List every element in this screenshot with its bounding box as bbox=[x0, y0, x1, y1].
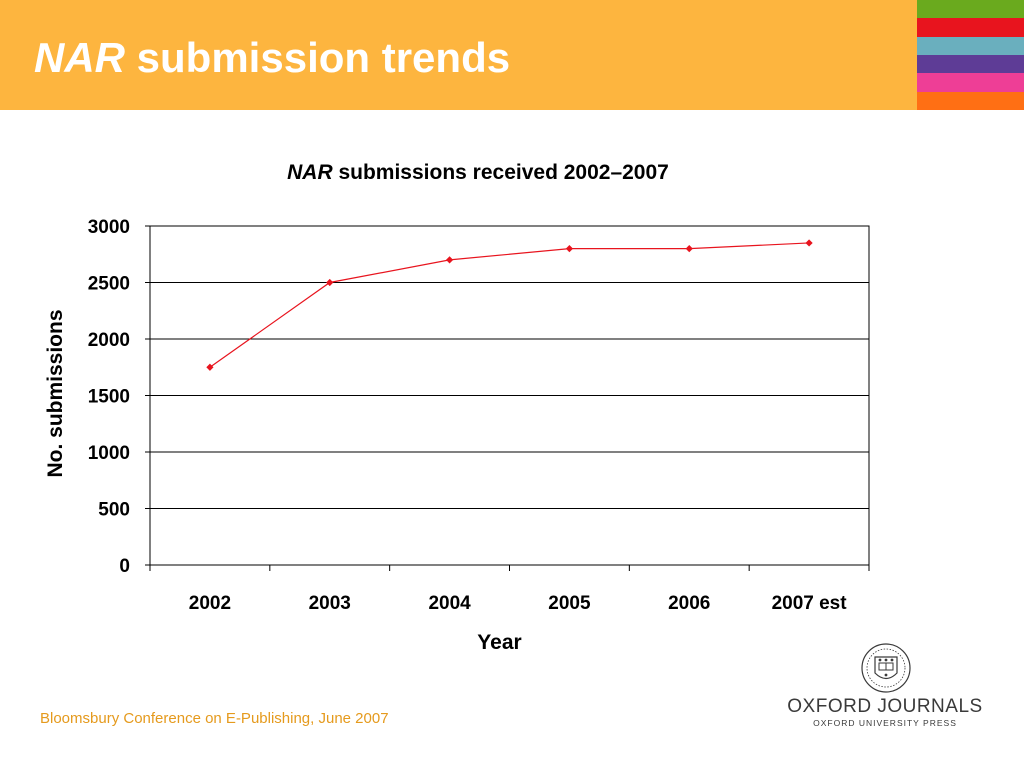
y-tick-label: 1000 bbox=[88, 443, 130, 464]
series-line bbox=[209, 242, 810, 368]
slide-title-rest: submission trends bbox=[136, 34, 511, 81]
logo-subtitle: OXFORD UNIVERSITY PRESS bbox=[813, 718, 957, 728]
footer-text: Bloomsbury Conference on E-Publishing, J… bbox=[40, 710, 389, 727]
color-stripe-2 bbox=[917, 18, 1024, 37]
data-point bbox=[565, 245, 574, 253]
oxford-seal-icon bbox=[861, 643, 911, 693]
y-tick-label: 3000 bbox=[88, 217, 130, 238]
x-tick-label: 2005 bbox=[548, 593, 591, 614]
color-stripe-1 bbox=[917, 0, 1024, 19]
slide-title-emphasis: NAR bbox=[34, 34, 125, 81]
color-stripe-3 bbox=[917, 36, 1024, 55]
y-tick-label: 1500 bbox=[88, 387, 130, 408]
y-tick-label: 2000 bbox=[88, 330, 130, 351]
x-tick-label: 2002 bbox=[189, 593, 231, 614]
data-point bbox=[805, 239, 813, 247]
oxford-journals-logo: OXFORD JOURNALS OXFORD UNIVERSITY PRESS bbox=[780, 640, 990, 735]
y-tick-label: 0 bbox=[119, 556, 130, 577]
color-stripes bbox=[917, 0, 1024, 110]
y-tick-label: 500 bbox=[98, 500, 130, 521]
x-tick-label: 2007 est bbox=[772, 593, 848, 614]
data-point bbox=[326, 278, 334, 287]
y-tick-label: 2500 bbox=[88, 274, 130, 295]
x-tick-label: 2004 bbox=[428, 593, 471, 614]
data-point bbox=[445, 256, 454, 264]
color-stripe-6 bbox=[917, 91, 1024, 110]
title-bar: NAR submission trends bbox=[0, 0, 917, 110]
line-chart: NAR submissions received 2002–2007 0 500 10… bbox=[44, 161, 870, 654]
logo-wordmark: OXFORD JOURNALS bbox=[787, 696, 983, 717]
x-tick-label: 2006 bbox=[668, 593, 710, 614]
color-stripe-5 bbox=[917, 73, 1024, 92]
color-stripe-4 bbox=[917, 54, 1024, 74]
data-point bbox=[685, 245, 693, 253]
chart-title: NAR submissions received 2002–2007 bbox=[287, 161, 669, 184]
x-axis-label: Year bbox=[477, 631, 521, 654]
slide-title: NAR submission trends bbox=[34, 34, 510, 82]
y-axis-label: No. submissions bbox=[44, 309, 67, 477]
chart-title-emphasis: NAR bbox=[287, 161, 338, 184]
x-tick-label: 2003 bbox=[309, 593, 351, 614]
data-point bbox=[206, 363, 214, 371]
chart-title-rest: submissions received 2002–2007 bbox=[338, 161, 668, 184]
